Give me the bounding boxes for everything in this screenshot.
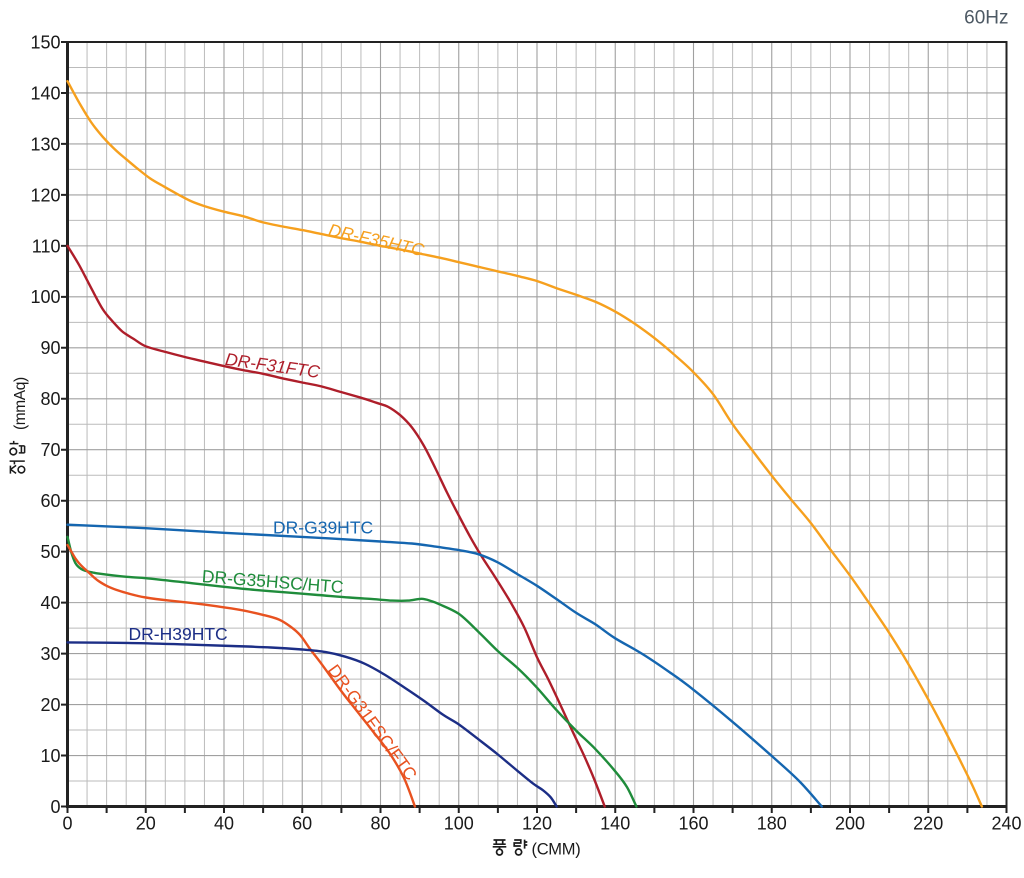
svg-text:50: 50: [40, 542, 60, 562]
svg-text:200: 200: [835, 814, 865, 834]
svg-text:20: 20: [136, 814, 156, 834]
svg-text:(CMM): (CMM): [532, 841, 581, 859]
svg-text:150: 150: [30, 32, 60, 52]
svg-text:10: 10: [40, 746, 60, 766]
svg-text:180: 180: [757, 814, 787, 834]
svg-text:120: 120: [522, 814, 552, 834]
svg-text:(mmAq): (mmAq): [12, 377, 29, 430]
svg-text:20: 20: [40, 695, 60, 715]
svg-text:0: 0: [62, 814, 72, 834]
svg-text:0: 0: [50, 797, 60, 817]
svg-text:100: 100: [444, 814, 474, 834]
svg-text:60: 60: [292, 814, 312, 834]
svg-text:90: 90: [40, 338, 60, 358]
svg-text:80: 80: [40, 389, 60, 409]
svg-text:30: 30: [40, 644, 60, 664]
svg-text:120: 120: [30, 185, 60, 205]
svg-text:40: 40: [40, 593, 60, 613]
svg-text:220: 220: [913, 814, 943, 834]
svg-text:140: 140: [30, 83, 60, 103]
svg-text:70: 70: [40, 440, 60, 460]
svg-text:60: 60: [40, 491, 60, 511]
svg-text:130: 130: [30, 134, 60, 154]
svg-text:110: 110: [32, 236, 61, 256]
svg-text:40: 40: [214, 814, 234, 834]
svg-text:80: 80: [370, 814, 390, 834]
svg-text:140: 140: [600, 814, 630, 834]
svg-text:DR-G39HTC: DR-G39HTC: [273, 518, 373, 538]
svg-text:60Hz: 60Hz: [964, 8, 1008, 29]
svg-text:240: 240: [991, 814, 1021, 834]
svg-text:100: 100: [30, 287, 60, 307]
svg-text:DR-H39HTC: DR-H39HTC: [129, 624, 228, 644]
svg-text:160: 160: [678, 814, 708, 834]
